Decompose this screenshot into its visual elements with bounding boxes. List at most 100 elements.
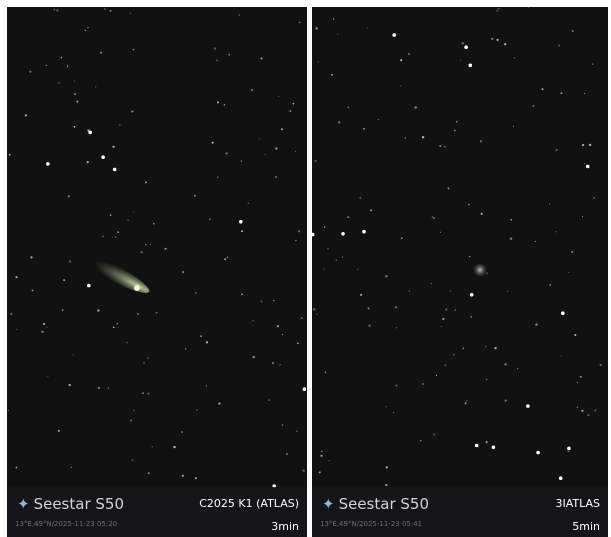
star xyxy=(87,27,89,29)
star xyxy=(282,424,284,426)
star xyxy=(385,484,387,486)
star xyxy=(594,409,596,411)
star xyxy=(439,145,441,147)
star xyxy=(528,7,529,8)
star xyxy=(228,54,230,56)
star xyxy=(582,216,583,217)
star xyxy=(131,111,133,113)
info-bar: ✦Seestar S50 C2025 K1 (ATLAS) 13°E,49°N/… xyxy=(7,487,307,537)
info-bar: ✦Seestar S50 3IATLAS 13°E,49°N/2025-11-2… xyxy=(312,487,608,537)
star xyxy=(153,223,155,225)
star xyxy=(577,407,579,409)
star xyxy=(239,220,243,224)
star xyxy=(442,318,444,320)
star xyxy=(422,136,424,138)
star xyxy=(289,110,291,112)
star xyxy=(587,414,589,416)
star xyxy=(143,362,145,364)
star xyxy=(338,121,340,123)
star xyxy=(460,60,461,61)
star xyxy=(46,162,50,166)
star xyxy=(535,241,536,242)
star xyxy=(195,477,197,479)
star xyxy=(126,342,127,343)
star xyxy=(592,63,594,65)
star xyxy=(454,130,456,132)
star xyxy=(359,197,361,199)
star xyxy=(108,387,109,388)
star xyxy=(87,161,89,163)
star xyxy=(74,126,76,128)
star xyxy=(514,57,515,58)
star xyxy=(280,364,281,365)
star xyxy=(150,244,151,245)
star xyxy=(268,399,269,400)
star xyxy=(319,471,321,473)
star xyxy=(469,256,471,258)
comet-head xyxy=(134,285,140,291)
star xyxy=(292,103,294,105)
exposure: 5min xyxy=(572,520,600,533)
star xyxy=(433,217,435,219)
star xyxy=(415,106,417,108)
star xyxy=(555,231,556,232)
star xyxy=(400,85,401,86)
star xyxy=(101,155,105,159)
star xyxy=(510,238,512,240)
star xyxy=(511,219,513,221)
star xyxy=(507,291,508,292)
star xyxy=(104,9,105,10)
star xyxy=(401,237,403,239)
star xyxy=(212,142,214,144)
star xyxy=(295,240,297,242)
star xyxy=(206,385,207,386)
star xyxy=(559,476,563,480)
star xyxy=(395,306,397,308)
star xyxy=(320,455,322,457)
star xyxy=(275,176,277,178)
star xyxy=(25,114,27,116)
meta: 13°E,49°N/2025-11-23 05:20 xyxy=(15,520,117,528)
star xyxy=(148,393,150,395)
star xyxy=(568,451,569,452)
star xyxy=(475,444,479,448)
star xyxy=(110,10,112,12)
star xyxy=(342,257,343,258)
star xyxy=(360,294,362,296)
star xyxy=(95,86,96,87)
star xyxy=(581,410,583,412)
star xyxy=(408,53,409,54)
star xyxy=(156,312,158,314)
star xyxy=(130,420,132,422)
star xyxy=(323,268,324,269)
star xyxy=(567,447,571,451)
star xyxy=(341,232,345,236)
star xyxy=(110,214,112,216)
star xyxy=(505,399,507,401)
brand-text: Seestar S50 xyxy=(339,495,429,513)
star xyxy=(321,450,323,452)
star xyxy=(324,226,325,227)
star xyxy=(367,27,368,28)
star xyxy=(133,211,134,212)
star xyxy=(450,291,451,292)
star xyxy=(196,409,197,410)
star xyxy=(218,403,220,405)
star xyxy=(68,195,70,197)
star xyxy=(561,311,565,315)
star xyxy=(582,144,584,146)
star xyxy=(396,385,398,387)
star xyxy=(277,325,279,327)
photo-panel: ✦Seestar S50 C2025 K1 (ATLAS) 13°E,49°N/… xyxy=(7,7,307,537)
star xyxy=(333,18,334,19)
star xyxy=(85,30,86,31)
star xyxy=(498,8,500,10)
star xyxy=(141,251,143,253)
star xyxy=(486,441,488,443)
object-name: C2025 K1 (ATLAS) xyxy=(199,497,299,510)
star xyxy=(470,316,472,318)
star xyxy=(462,42,464,44)
star xyxy=(436,375,437,376)
star xyxy=(97,309,99,311)
star xyxy=(470,293,474,297)
